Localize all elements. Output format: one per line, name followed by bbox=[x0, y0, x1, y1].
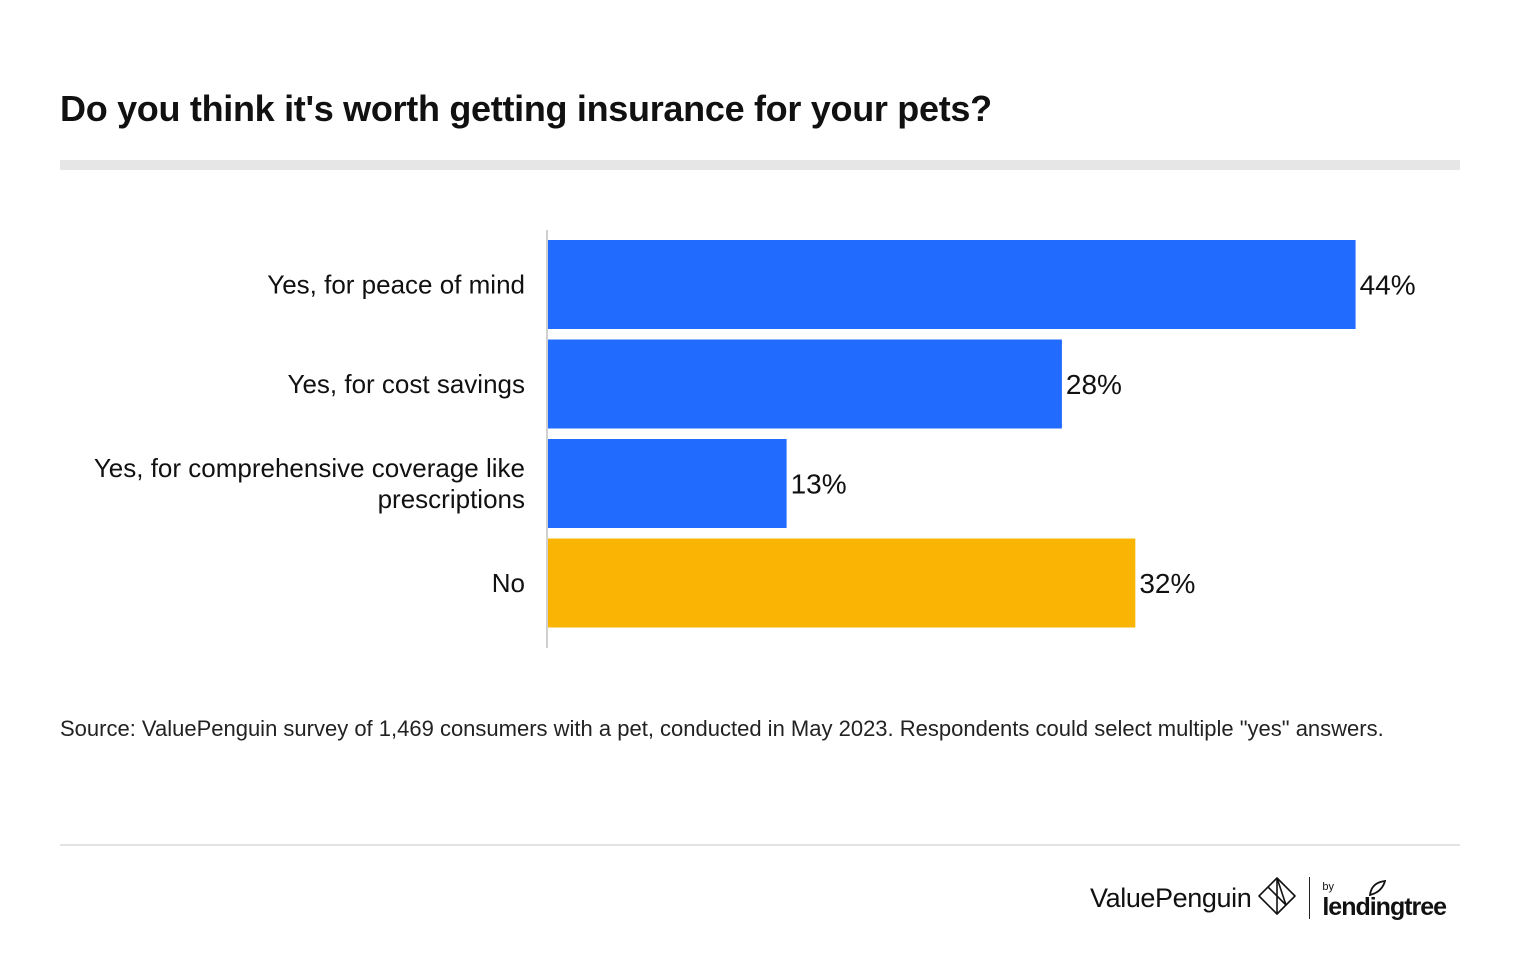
category-label-line: Yes, for comprehensive coverage like bbox=[94, 453, 525, 483]
category-label-0: Yes, for peace of mind bbox=[267, 270, 525, 300]
category-label-1: Yes, for cost savings bbox=[288, 369, 526, 399]
bar-1 bbox=[548, 339, 1062, 429]
valuepenguin-wordmark: ValuePenguin bbox=[1090, 882, 1252, 913]
category-label-line: Yes, for peace of mind bbox=[267, 270, 525, 300]
value-label-0: 44% bbox=[1360, 270, 1416, 301]
brand-footer: ValuePenguin by lendingtree bbox=[1090, 876, 1447, 921]
value-label-1: 28% bbox=[1066, 369, 1122, 400]
leaf-icon bbox=[1369, 880, 1387, 896]
chart-title: Do you think it's worth getting insuranc… bbox=[60, 88, 992, 129]
footer-divider bbox=[60, 844, 1460, 846]
lendingtree-wordmark: lendingtree bbox=[1322, 893, 1447, 921]
lendingtree-by-label: by bbox=[1322, 881, 1334, 893]
category-label-3: No bbox=[492, 568, 525, 598]
bar-0 bbox=[548, 240, 1356, 329]
title-divider bbox=[60, 160, 1460, 170]
bar-2 bbox=[548, 439, 787, 528]
bar-3 bbox=[548, 538, 1136, 628]
lendingtree-logo: by lendingtree bbox=[1322, 876, 1447, 921]
source-note: Source: ValuePenguin survey of 1,469 con… bbox=[60, 716, 1384, 741]
value-label-2: 13% bbox=[791, 469, 847, 500]
bar-chart: 44% Yes, for peace of mind 28% Yes, for cos… bbox=[94, 230, 1416, 648]
category-label-2: Yes, for comprehensive coverage like pres… bbox=[94, 453, 525, 514]
category-label-line: Yes, for cost savings bbox=[288, 369, 526, 399]
valuepenguin-logo-icon bbox=[1257, 876, 1297, 921]
brand-divider bbox=[1309, 877, 1311, 919]
value-label-3: 32% bbox=[1139, 568, 1195, 599]
category-label-line: prescriptions bbox=[378, 484, 525, 514]
category-label-line: No bbox=[492, 568, 525, 598]
